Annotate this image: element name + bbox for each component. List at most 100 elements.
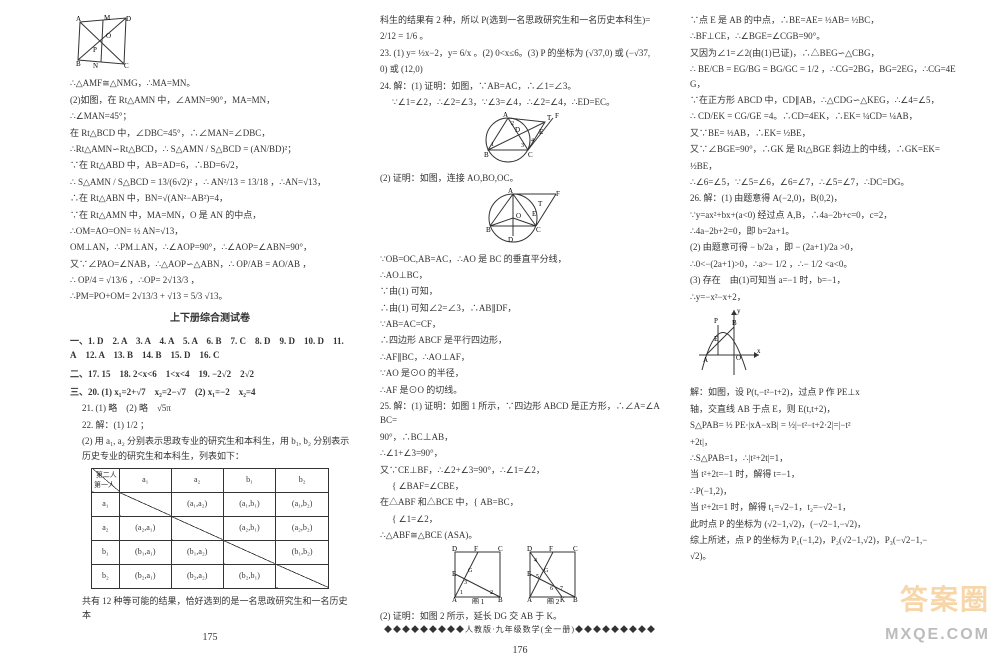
text-line: +2t|， (690, 435, 970, 449)
svg-text:B: B (486, 226, 491, 234)
text-line: ∴四边形 ABCF 是平行四边形， (380, 333, 660, 347)
td: (b₂,b₁) (223, 564, 276, 588)
text-line: ∵在 Rt△AMN 中，MA=MN，O 是 AN 的中点， (70, 208, 350, 222)
text-line: ∴4a−2b+2=0，即 b=2a+1。 (690, 224, 970, 238)
td: (a₂,b₁) (223, 516, 276, 540)
q22b: (2) 用 a₁, a₂ 分别表示思政专业的研究生和本科生，用 b₁, b₂ 分… (70, 434, 350, 463)
svg-text:5: 5 (536, 574, 539, 580)
th: b₂ (276, 468, 329, 492)
svg-text:D: D (452, 545, 457, 553)
section-title: 上下册综合测试卷 (70, 311, 350, 327)
svg-text:O: O (106, 32, 111, 40)
svg-text:y: y (737, 307, 741, 315)
text-line: ∴在 Rt△ABN 中，BN=√(AN²−AB²)=4， (70, 191, 350, 205)
text-line: ∵由(1) 可知， (380, 284, 660, 298)
svg-text:C: C (528, 151, 533, 159)
q21: 21. (1) 略 (2) 略 √5π (70, 401, 350, 415)
text-line: 又∵BE= ½AB，∴EK= ½BE， (690, 126, 970, 140)
svg-text:A: A (703, 356, 708, 364)
svg-text:N: N (93, 62, 98, 69)
text-line: ∴∠1+∠3=90°， (380, 446, 660, 460)
text-line: 25. 解：(1) 证明：如图 1 所示，∵四边形 ABCD 是正方形，∴∠A=… (380, 399, 660, 428)
svg-text:A: A (76, 15, 81, 23)
svg-text:B: B (76, 60, 81, 68)
svg-text:D: D (527, 545, 532, 553)
text-line: 当 t²+2t=−1 时，解得 t=−1， (690, 467, 970, 481)
footer-line: ◆◆◆◆◆◆◆◆◆人教版·九年级数学(全一册)◆◆◆◆◆◆◆◆◆ (380, 624, 660, 637)
text-line: 90°，∴BC⊥AB， (380, 430, 660, 444)
text-line: ∴∠6=∠5，∵∠5=∠6，∠6=∠7，∴∠5=∠7，∴DC=DG。 (690, 175, 970, 189)
text-line: √2)。 (690, 549, 970, 563)
probability-table: 第二人第一人 a₁ a₂ b₁ b₂ a₁(a₁,a₂)(a₁,b₁)(a₁,b… (91, 468, 329, 589)
text-line: ∵y=ax²+bx+(a<0) 经过点 A,B，∴4a−2b+c=0，c=2， (690, 208, 970, 222)
svg-text:E: E (714, 335, 718, 343)
column-left: AD BN C M O P ∴△AMF≅△NMG，∴MA=MN。 (2)如图，在… (70, 12, 350, 636)
svg-text:A: A (452, 596, 457, 604)
svg-text:7: 7 (560, 586, 563, 592)
svg-text:C: C (498, 545, 503, 553)
text-line: (2) 证明：如图，连接 AO,BO,OC。 (380, 171, 660, 185)
svg-text:图 1: 图 1 (472, 598, 485, 604)
svg-text:4: 4 (531, 138, 534, 144)
td: a₂ (92, 516, 120, 540)
svg-text:A: A (503, 111, 508, 119)
svg-text:F: F (555, 112, 559, 120)
th: a₁ (119, 468, 171, 492)
text-line: ∴AO⊥BC， (380, 268, 660, 282)
column-right: ∵点 E 是 AB 的中点，∴BE=AE= ½AB= ½BC， ∴BF⊥CE，∴… (690, 12, 970, 636)
text-line: ∵∠1=∠2，∴∠2=∠3，∵∠3=∠4，∴∠2=∠4，∴ED=EC。 (380, 95, 660, 109)
quadrilateral-figure: AD BN C M O P (76, 14, 350, 73)
text-line: ∴AF 是⊙O 的切线。 (380, 383, 660, 397)
text-line: 在 Rt△BCD 中，∠DBC=45°，∴∠MAN=∠DBC， (70, 126, 350, 140)
svg-text:O: O (736, 354, 741, 362)
text-line: ∴AF∥BC，∴AO⊥AF， (380, 350, 660, 364)
svg-text:图 2: 图 2 (547, 598, 560, 604)
text-line: ∴ CD/EK = CG/GE =4。∴CD=4EK，∴EK= ¼CD= ¼AB… (690, 109, 970, 123)
fill-block: 二、17. 15 18. 2<x<6 1<x<4 19. −2√2 2√2 (70, 367, 350, 381)
circle-figure-2: AF BC DO TE (380, 186, 660, 250)
svg-text:G: G (544, 568, 549, 574)
svg-text:C: C (573, 545, 578, 553)
svg-text:E: E (532, 210, 536, 218)
text-line: 又∵CE⊥BF，∴∠2+∠3=90°，∴∠1=∠2， (380, 463, 660, 477)
svg-text:B: B (732, 319, 737, 327)
text-line: ∴Rt△AMN∽Rt△BCD，∴ S△AMN / S△BCD = (AN/BD)… (70, 142, 350, 156)
td: (a₂,a₁) (119, 516, 171, 540)
svg-text:B: B (484, 151, 489, 159)
text-line: ∴0<−(2a+1)>0，∴a>− 1/2 ，∴− 1/2 <a<0。 (690, 257, 970, 271)
text-line: 又因为∠1=∠2(由(1)已证)，∴△BEG∽△CBG， (690, 46, 970, 60)
text-line: (2) 证明：如图 2 所示，延长 DG 交 AB 于 K。 (380, 609, 660, 623)
text-line: ∴由(1) 可知∠2=∠3，∴AB∥DF， (380, 301, 660, 315)
svg-text:T: T (538, 200, 543, 208)
text-line: ∴P(−1,2)， (690, 484, 970, 498)
td: (a₁,b₂) (276, 492, 329, 516)
circle-figure-1: BC AT FE D 13 24 (380, 110, 660, 169)
svg-text:P: P (93, 46, 97, 54)
diag-bottom: 第一人 (94, 480, 115, 491)
text-line: ∵OB=OC,AB=AC，∴AO 是 BC 的垂直平分线， (380, 252, 660, 266)
text-line: { ∠1=∠2， (380, 512, 660, 526)
text-line: 轴，交直线 AB 于点 E，则 E(t,t+2)， (690, 402, 970, 416)
svg-text:2: 2 (511, 121, 514, 127)
svg-text:A: A (527, 596, 532, 604)
text-line: 科生的结果有 2 种，所以 P(选到一名思政研究生和一名历史本科生)= (380, 13, 660, 27)
text-line: ∴PM=PO+OM= 2√13/3 + √13 = 5/3 √13。 (70, 289, 350, 303)
td: (a₁,a₂) (171, 492, 223, 516)
text-line: 26. 解：(1) 由题意得 A(−2,0)，B(0,2)， (690, 191, 970, 205)
text-line: { ∠BAF=∠CBE， (380, 479, 660, 493)
text-line: ∵在 Rt△ABD 中，AB=AD=6，∴BD=6√2， (70, 158, 350, 172)
svg-text:B: B (573, 596, 578, 604)
parabola-figure: xy O AB PE (694, 305, 970, 384)
text-line: (2)如图，在 Rt△AMN 中，∠AMN=90°，MA=MN， (70, 93, 350, 107)
svg-text:T: T (547, 114, 552, 122)
text-line: ∵在正方形 ABCD 中，CD∥AB，∴△CDG∽△KEG，∴∠4=∠5， (690, 93, 970, 107)
td: (a₂,b₂) (276, 516, 329, 540)
text-line: 解：如图，设 P(t,−t²−t+2)，过点 P 作 PE⊥x (690, 385, 970, 399)
text-line: 23. (1) y= ½x−2，y= 6/x 。(2) 0<x≤6。(3) P … (380, 46, 660, 60)
text-line: 0) 或 (12,0) (380, 62, 660, 76)
svg-text:M: M (104, 14, 111, 22)
svg-text:P: P (714, 317, 718, 325)
svg-text:1: 1 (491, 142, 494, 148)
th: b₁ (223, 468, 276, 492)
td: (b₂,a₂) (171, 564, 223, 588)
